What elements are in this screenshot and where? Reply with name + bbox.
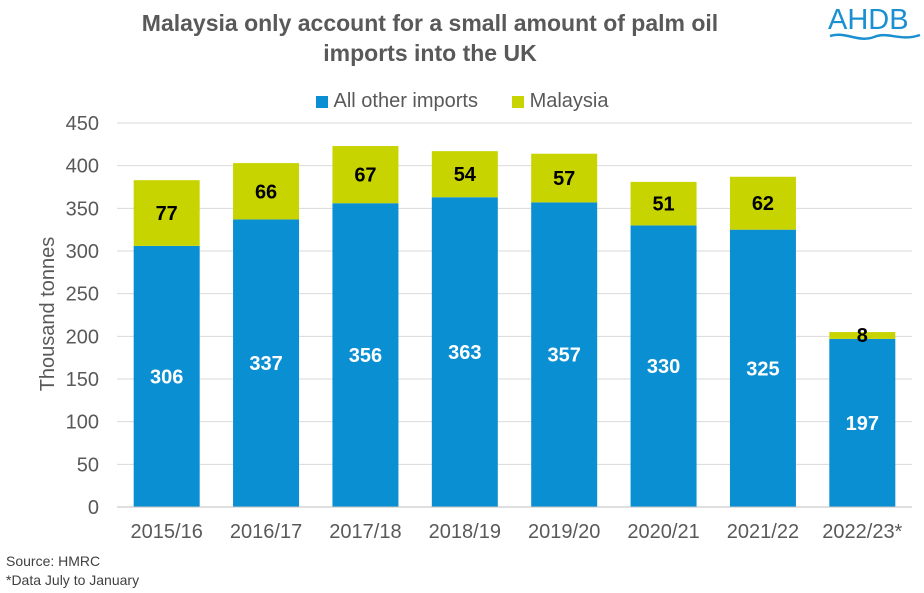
legend-label-malaysia: Malaysia	[529, 90, 609, 112]
bar-other-imports	[133, 245, 200, 507]
x-tick-label: 2017/18	[329, 521, 401, 543]
data-label-malaysia: 66	[255, 181, 277, 203]
chart-title-line2: imports into the UK	[323, 40, 537, 66]
bar-other-imports	[630, 225, 697, 507]
legend-swatch-malaysia	[511, 95, 524, 108]
source-note: Source: HMRC	[6, 553, 101, 569]
x-tick-label: 2016/17	[230, 521, 302, 543]
chart-title-line1: Malaysia only account for a small amount…	[141, 10, 719, 36]
bar-malaysia	[630, 181, 697, 226]
y-tick-label: 150	[66, 369, 99, 391]
x-tick-label: 2015/16	[131, 521, 203, 543]
y-tick-label: 300	[66, 241, 99, 263]
data-label-malaysia: 8	[857, 325, 868, 347]
data-label-malaysia: 67	[354, 165, 376, 187]
ahdb-logo: AHDB	[828, 4, 921, 40]
legend-swatch-other	[315, 95, 328, 108]
x-tick-label: 2020/21	[627, 521, 699, 543]
y-axis-label: Thousand tonnes	[37, 237, 59, 392]
y-tick-label: 50	[77, 454, 99, 476]
data-label-other: 357	[548, 345, 581, 367]
y-tick-label: 200	[66, 326, 99, 348]
bar-malaysia	[829, 332, 896, 339]
legend-label-other: All other imports	[333, 90, 479, 112]
data-label-other: 337	[249, 353, 282, 375]
data-label-other: 306	[150, 366, 183, 388]
y-tick-label: 250	[66, 284, 99, 306]
data-label-other: 330	[647, 356, 680, 378]
logo-text: AHDB	[828, 4, 909, 36]
bar-other-imports	[829, 338, 896, 507]
bar-other-imports	[332, 203, 399, 508]
data-label-malaysia: 77	[156, 203, 178, 225]
data-label-other: 363	[448, 342, 481, 364]
legend: All other imports Malaysia	[0, 90, 924, 114]
data-label-malaysia: 51	[652, 194, 674, 216]
legend-item-malaysia: Malaysia	[511, 90, 609, 113]
x-tick-label: 2022/23*	[822, 521, 902, 543]
data-label-other: 356	[349, 345, 382, 367]
legend-item-other: All other imports	[315, 90, 479, 113]
x-tick-label: 2021/22	[727, 521, 799, 543]
data-label-malaysia: 57	[553, 168, 575, 190]
bar-malaysia	[531, 153, 598, 203]
x-tick-label: 2019/20	[528, 521, 600, 543]
bar-malaysia	[233, 163, 300, 220]
y-tick-label: 100	[66, 412, 99, 434]
y-tick-label: 350	[66, 198, 99, 220]
y-tick-label: 450	[66, 113, 99, 135]
y-tick-label: 0	[88, 497, 99, 519]
data-label-other: 325	[746, 358, 779, 380]
data-label-other: 197	[846, 413, 879, 435]
chart-title: Malaysia only account for a small amount…	[60, 8, 800, 68]
y-tick-label: 400	[66, 156, 99, 178]
bar-other-imports	[729, 229, 796, 507]
x-tick-label: 2018/19	[429, 521, 501, 543]
bar-malaysia	[332, 146, 399, 204]
data-label-malaysia: 62	[752, 193, 774, 215]
bar-malaysia	[431, 151, 498, 198]
bar-malaysia	[133, 180, 200, 246]
data-label-malaysia: 54	[454, 164, 477, 186]
bar-malaysia	[729, 176, 796, 230]
bar-other-imports	[233, 219, 300, 507]
logo-wave-icon	[829, 33, 921, 40]
bar-other-imports	[531, 202, 598, 508]
data-note: *Data July to January	[6, 572, 140, 588]
bar-other-imports	[431, 197, 498, 508]
